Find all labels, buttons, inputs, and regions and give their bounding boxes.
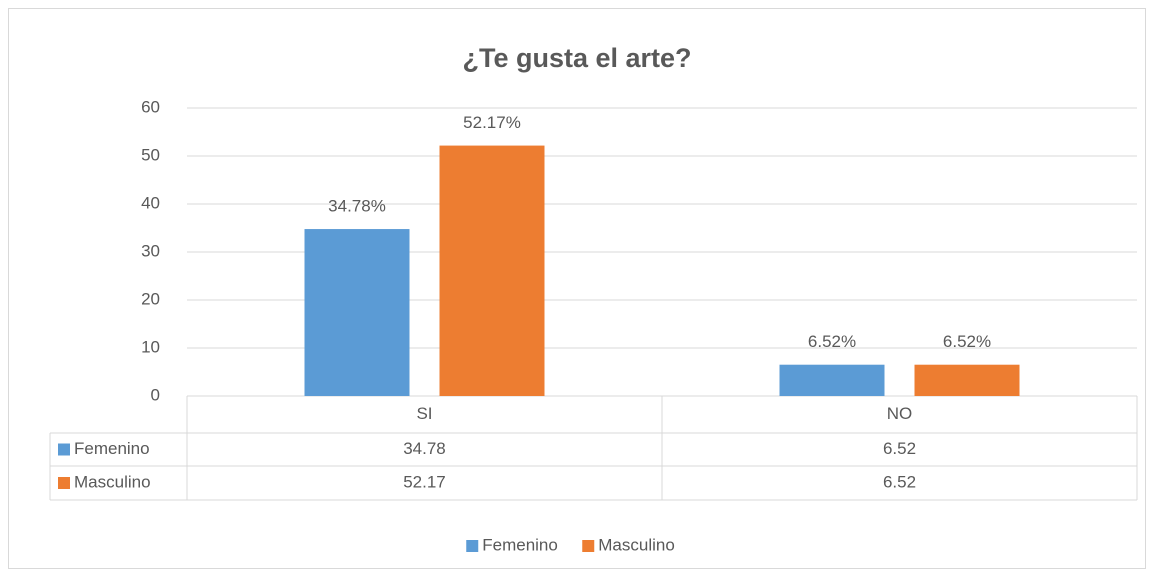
y-tick-label: 60 bbox=[141, 97, 160, 116]
data-label: 6.52% bbox=[943, 332, 991, 351]
legend-key bbox=[466, 540, 479, 552]
chart-frame bbox=[8, 8, 1146, 569]
x-tick-label: SI bbox=[416, 404, 432, 423]
legend-label: Masculino bbox=[598, 535, 675, 554]
legend-label: Femenino bbox=[482, 535, 558, 554]
y-tick-label: 0 bbox=[151, 385, 160, 404]
y-tick-label: 20 bbox=[141, 289, 160, 308]
legend-key bbox=[582, 540, 595, 552]
data-label: 6.52% bbox=[808, 332, 856, 351]
chart-title: ¿Te gusta el arte? bbox=[462, 43, 691, 73]
table-legend-key bbox=[58, 477, 70, 489]
x-tick-label: NO bbox=[887, 404, 913, 423]
data-label: 34.78% bbox=[328, 197, 386, 216]
bar bbox=[914, 364, 1020, 396]
bar bbox=[779, 364, 885, 396]
table-cell: 6.52 bbox=[883, 439, 916, 458]
y-tick-label: 30 bbox=[141, 241, 160, 260]
table-row-header: Masculino bbox=[74, 472, 151, 491]
bar bbox=[304, 229, 410, 396]
y-tick-label: 50 bbox=[141, 145, 160, 164]
data-label: 52.17% bbox=[463, 113, 521, 132]
table-cell: 6.52 bbox=[883, 472, 916, 491]
y-tick-label: 40 bbox=[141, 193, 160, 212]
table-cell: 52.17 bbox=[403, 472, 446, 491]
bar bbox=[439, 145, 545, 396]
y-tick-label: 10 bbox=[141, 337, 160, 356]
table-cell: 34.78 bbox=[403, 439, 446, 458]
table-row-header: Femenino bbox=[74, 439, 150, 458]
table-legend-key bbox=[58, 443, 70, 456]
